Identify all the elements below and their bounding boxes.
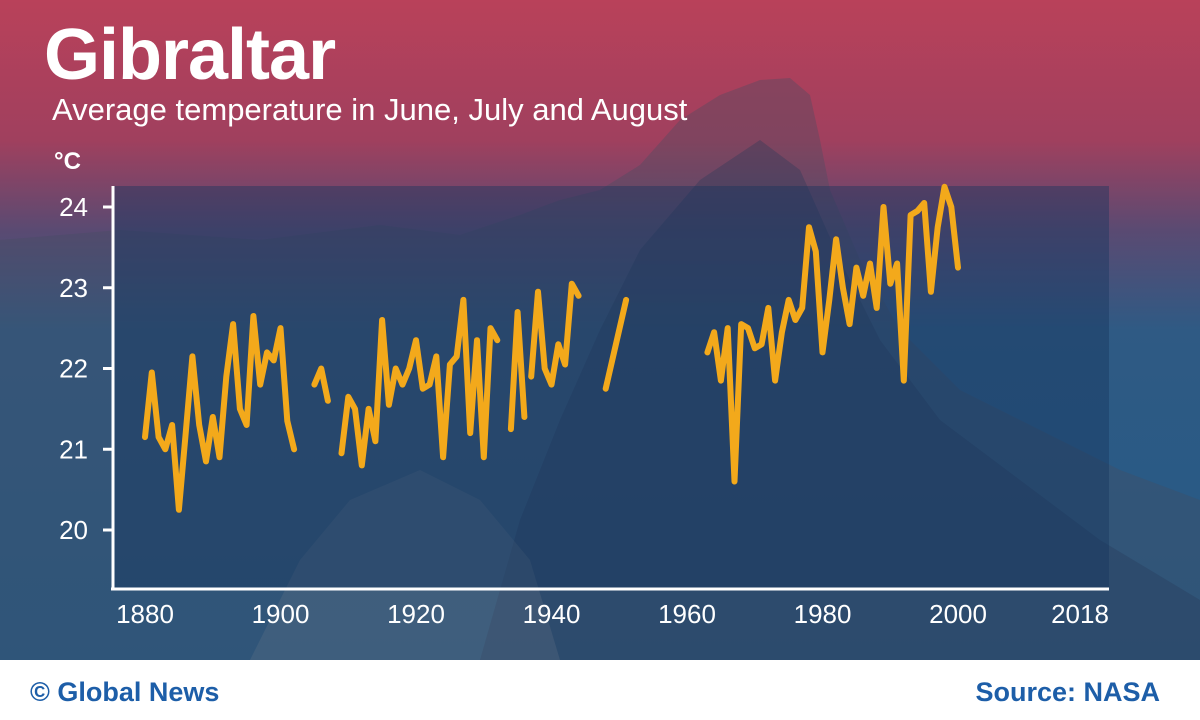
- y-tick-label: 23: [59, 273, 88, 303]
- x-tick-label: 2000: [929, 599, 987, 629]
- y-axis-unit-label: °C: [54, 148, 81, 175]
- chart-background: Gibraltar Average temperature in June, J…: [0, 0, 1200, 660]
- x-tick-label: 1920: [387, 599, 445, 629]
- temperature-line-segment: [704, 183, 961, 485]
- footer-bar: [0, 660, 1200, 720]
- x-tick-label: 1960: [658, 599, 716, 629]
- y-tick-label: 22: [59, 354, 88, 384]
- y-tick-label: 20: [59, 515, 88, 545]
- temperature-line-segment: [142, 313, 298, 513]
- chart-subtitle: Average temperature in June, July and Au…: [52, 92, 688, 127]
- x-tick-label: 1880: [116, 599, 174, 629]
- chart-title: Gibraltar: [44, 15, 336, 95]
- x-tick-label: 2018: [1051, 599, 1109, 629]
- temperature-line-segment: [602, 296, 630, 392]
- source-text: Source: NASA: [975, 677, 1160, 707]
- x-tick-label: 1900: [252, 599, 310, 629]
- temperature-line-segment: [311, 365, 331, 404]
- temperature-line-chart: 20 21 22 23 24 1880 1900 1920 1940 1960 1980 2000 20…: [59, 183, 1109, 629]
- temperature-line-segment: [507, 309, 528, 433]
- temperature-line-segment: [338, 296, 501, 469]
- plot-area: [113, 186, 1109, 590]
- x-tick-label: 1940: [523, 599, 581, 629]
- rock-of-gibraltar-backdrop: [0, 78, 1200, 660]
- temperature-line-segment: [528, 280, 582, 388]
- credit-text: © Global News: [30, 677, 220, 707]
- x-tick-label: 1980: [794, 599, 852, 629]
- y-tick-label: 24: [59, 192, 88, 222]
- y-tick-label: 21: [59, 434, 88, 464]
